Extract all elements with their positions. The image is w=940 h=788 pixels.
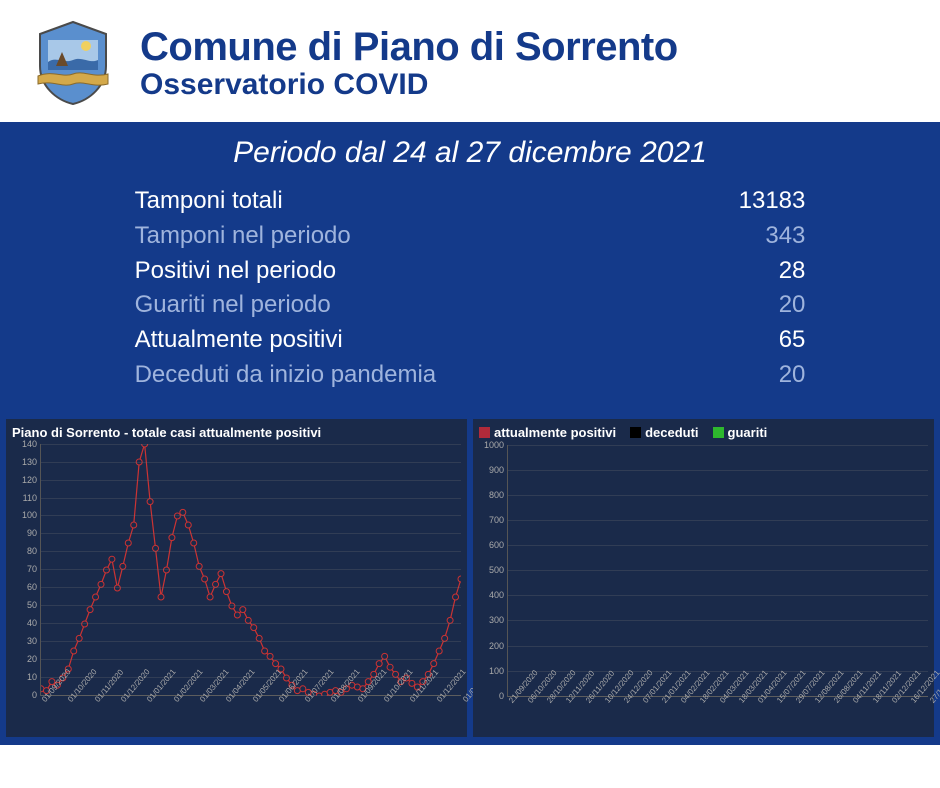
subtitle: Osservatorio COVID [140, 68, 678, 102]
stats-row: Guariti nel periodo 20 [135, 288, 806, 323]
municipal-crest-icon [28, 18, 118, 108]
line-chart-body: 0102030405060708090100110120130140 [40, 444, 461, 696]
stats-table: Tamponi totali 13183 Tamponi nel periodo 34… [135, 184, 806, 393]
legend-item: guariti [713, 425, 768, 440]
stat-label: Positivi nel periodo [135, 254, 336, 289]
stats-row: Attualmente positivi 65 [135, 323, 806, 358]
header: Comune di Piano di Sorrento Osservatorio… [0, 0, 940, 122]
stat-value: 343 [765, 219, 805, 254]
stat-value: 13183 [739, 184, 806, 219]
stacked-chart-legend: attualmente positivi deceduti guariti [479, 425, 928, 441]
stat-label: Guariti nel periodo [135, 288, 331, 323]
stat-value: 20 [779, 288, 806, 323]
line-chart-title: Piano di Sorrento - totale casi attualme… [12, 425, 461, 440]
legend-item: deceduti [630, 425, 698, 440]
stats-row: Deceduti da inizio pandemia 20 [135, 358, 806, 393]
period-title: Periodo dal 24 al 27 dicembre 2021 [40, 136, 900, 170]
stat-label: Deceduti da inizio pandemia [135, 358, 437, 393]
stats-row: Tamponi totali 13183 [135, 184, 806, 219]
header-text: Comune di Piano di Sorrento Osservatorio… [140, 25, 678, 102]
stacked-chart-body: 01002003004005006007008009001000 [507, 445, 928, 697]
stat-value: 65 [779, 323, 806, 358]
stat-label: Tamponi nel periodo [135, 219, 351, 254]
stacked-chart: attualmente positivi deceduti guariti 0100… [473, 419, 934, 737]
stats-row: Tamponi nel periodo 343 [135, 219, 806, 254]
stat-value: 20 [779, 358, 806, 393]
stat-label: Tamponi totali [135, 184, 283, 219]
charts-row: Piano di Sorrento - totale casi attualme… [0, 415, 940, 745]
legend-item: attualmente positivi [479, 425, 616, 440]
stat-value: 28 [779, 254, 806, 289]
line-chart: Piano di Sorrento - totale casi attualme… [6, 419, 467, 737]
stats-panel: Periodo dal 24 al 27 dicembre 2021 Tampo… [0, 122, 940, 415]
main-title: Comune di Piano di Sorrento [140, 25, 678, 70]
stats-row: Positivi nel periodo 28 [135, 254, 806, 289]
stat-label: Attualmente positivi [135, 323, 343, 358]
